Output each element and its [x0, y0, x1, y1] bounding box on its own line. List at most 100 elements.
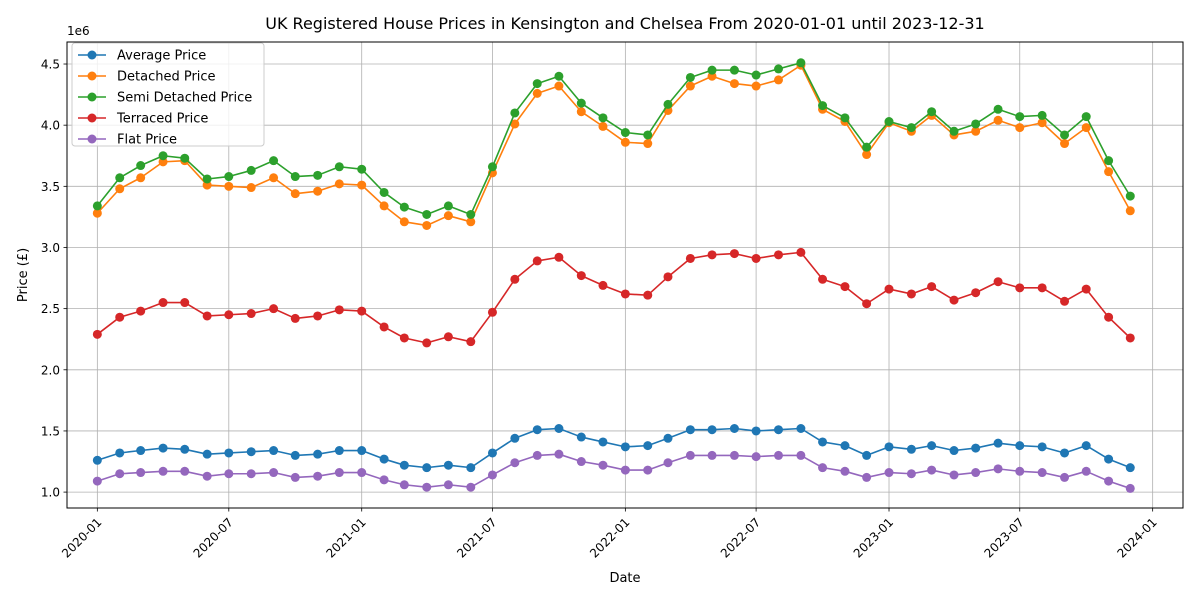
semi-detached-price-point: [92, 201, 102, 211]
flat-price-point: [1104, 476, 1114, 486]
semi-detached-price-point: [1104, 156, 1114, 166]
terraced-price-point: [993, 277, 1003, 287]
average-price-point: [554, 423, 564, 433]
terraced-price-point: [1081, 284, 1091, 294]
terraced-price-point: [949, 295, 959, 305]
semi-detached-price-point: [729, 65, 739, 75]
flat-price-point: [1037, 468, 1047, 478]
average-price-point: [1037, 442, 1047, 452]
flat-price-point: [136, 468, 146, 478]
average-price-point: [818, 437, 828, 447]
detached-price-point: [357, 180, 367, 190]
flat-price-point: [334, 468, 344, 478]
detached-price-point: [685, 81, 695, 91]
average-price-point: [620, 442, 630, 452]
flat-price-point: [269, 468, 279, 478]
average-price-point: [115, 448, 125, 458]
detached-price-point: [862, 150, 872, 160]
detached-price-point: [379, 201, 389, 211]
average-price-point: [357, 446, 367, 456]
flat-price-point: [532, 450, 542, 460]
semi-detached-price-point: [158, 151, 168, 161]
legend-item-terraced-price: Terraced Price: [78, 112, 208, 127]
average-price-point: [949, 446, 959, 456]
flat-price-point: [1015, 466, 1025, 476]
legend-item-average-price: Average Price: [78, 49, 206, 64]
semi-detached-price-point: [751, 70, 761, 80]
terraced-price-point: [663, 272, 673, 282]
series-detached-price: [92, 60, 1135, 230]
flat-price-point: [379, 475, 389, 485]
detached-price-point: [729, 79, 739, 89]
semi-detached-price-point: [993, 104, 1003, 114]
flat-price-point: [290, 472, 300, 482]
flat-price-point: [510, 458, 520, 468]
semi-detached-price-point: [685, 72, 695, 82]
terraced-price-point: [466, 337, 476, 347]
average-price-point: [379, 454, 389, 464]
average-price-point: [906, 444, 916, 454]
terraced-price-point: [773, 250, 783, 260]
semi-detached-price-point: [466, 209, 476, 219]
average-price-point: [598, 437, 608, 447]
flat-price-point: [796, 450, 806, 460]
semi-detached-price-point: [598, 113, 608, 123]
y-tick-label: 4.0: [41, 119, 60, 133]
flat-price-point: [487, 470, 497, 480]
flat-price-point: [971, 468, 981, 478]
legend-swatch-marker: [87, 134, 97, 144]
detached-price-point: [443, 211, 453, 221]
average-price-point: [443, 460, 453, 470]
semi-detached-price-point: [443, 201, 453, 211]
y-tick-label: 2.0: [41, 363, 60, 377]
terraced-price-point: [224, 310, 234, 320]
semi-detached-price-point: [818, 101, 828, 111]
flat-price-point: [643, 465, 653, 475]
terraced-price-point: [598, 280, 608, 290]
detached-price-point: [971, 126, 981, 136]
terraced-price-point: [971, 288, 981, 298]
detached-price-point: [598, 121, 608, 131]
detached-price-point: [532, 88, 542, 98]
terraced-price-point: [487, 307, 497, 317]
y-tick-label: 2.5: [41, 302, 60, 316]
average-price-point: [224, 448, 234, 458]
detached-price-point: [643, 139, 653, 149]
terraced-price-point: [840, 282, 850, 292]
semi-detached-price-point: [927, 107, 937, 117]
semi-detached-price-point: [840, 113, 850, 123]
semi-detached-price-point: [796, 58, 806, 68]
detached-price-point: [993, 115, 1003, 125]
terraced-price-point: [576, 271, 586, 281]
semi-detached-price-point: [224, 172, 234, 182]
average-price-point: [202, 449, 212, 459]
terraced-price-point: [554, 252, 564, 262]
average-price-point: [1125, 463, 1135, 473]
detached-price-point: [334, 179, 344, 189]
flat-price-point: [685, 450, 695, 460]
terraced-price-point: [246, 309, 256, 319]
y-offset-label: 1e6: [67, 24, 90, 38]
average-price-point: [884, 442, 894, 452]
semi-detached-price-point: [290, 172, 300, 182]
semi-detached-price-point: [136, 161, 146, 171]
average-price-point: [707, 425, 717, 435]
detached-price-point: [1060, 139, 1070, 149]
average-price-point: [92, 455, 102, 465]
semi-detached-price-point: [971, 119, 981, 129]
average-price-point: [927, 441, 937, 451]
detached-price-point: [1015, 123, 1025, 133]
semi-detached-price-point: [1060, 130, 1070, 140]
terraced-price-point: [532, 256, 542, 266]
semi-detached-price-point: [663, 99, 673, 109]
semi-detached-price-point: [487, 162, 497, 172]
chart-title: UK Registered House Prices in Kensington…: [265, 14, 984, 33]
terraced-price-point: [115, 312, 125, 322]
average-price-point: [334, 446, 344, 456]
terraced-price-point: [685, 253, 695, 263]
series-semi-detached-price: [92, 58, 1135, 219]
terraced-price-point: [313, 311, 323, 321]
detached-price-point: [224, 181, 234, 191]
average-price-point: [158, 443, 168, 453]
semi-detached-price-point: [269, 156, 279, 166]
